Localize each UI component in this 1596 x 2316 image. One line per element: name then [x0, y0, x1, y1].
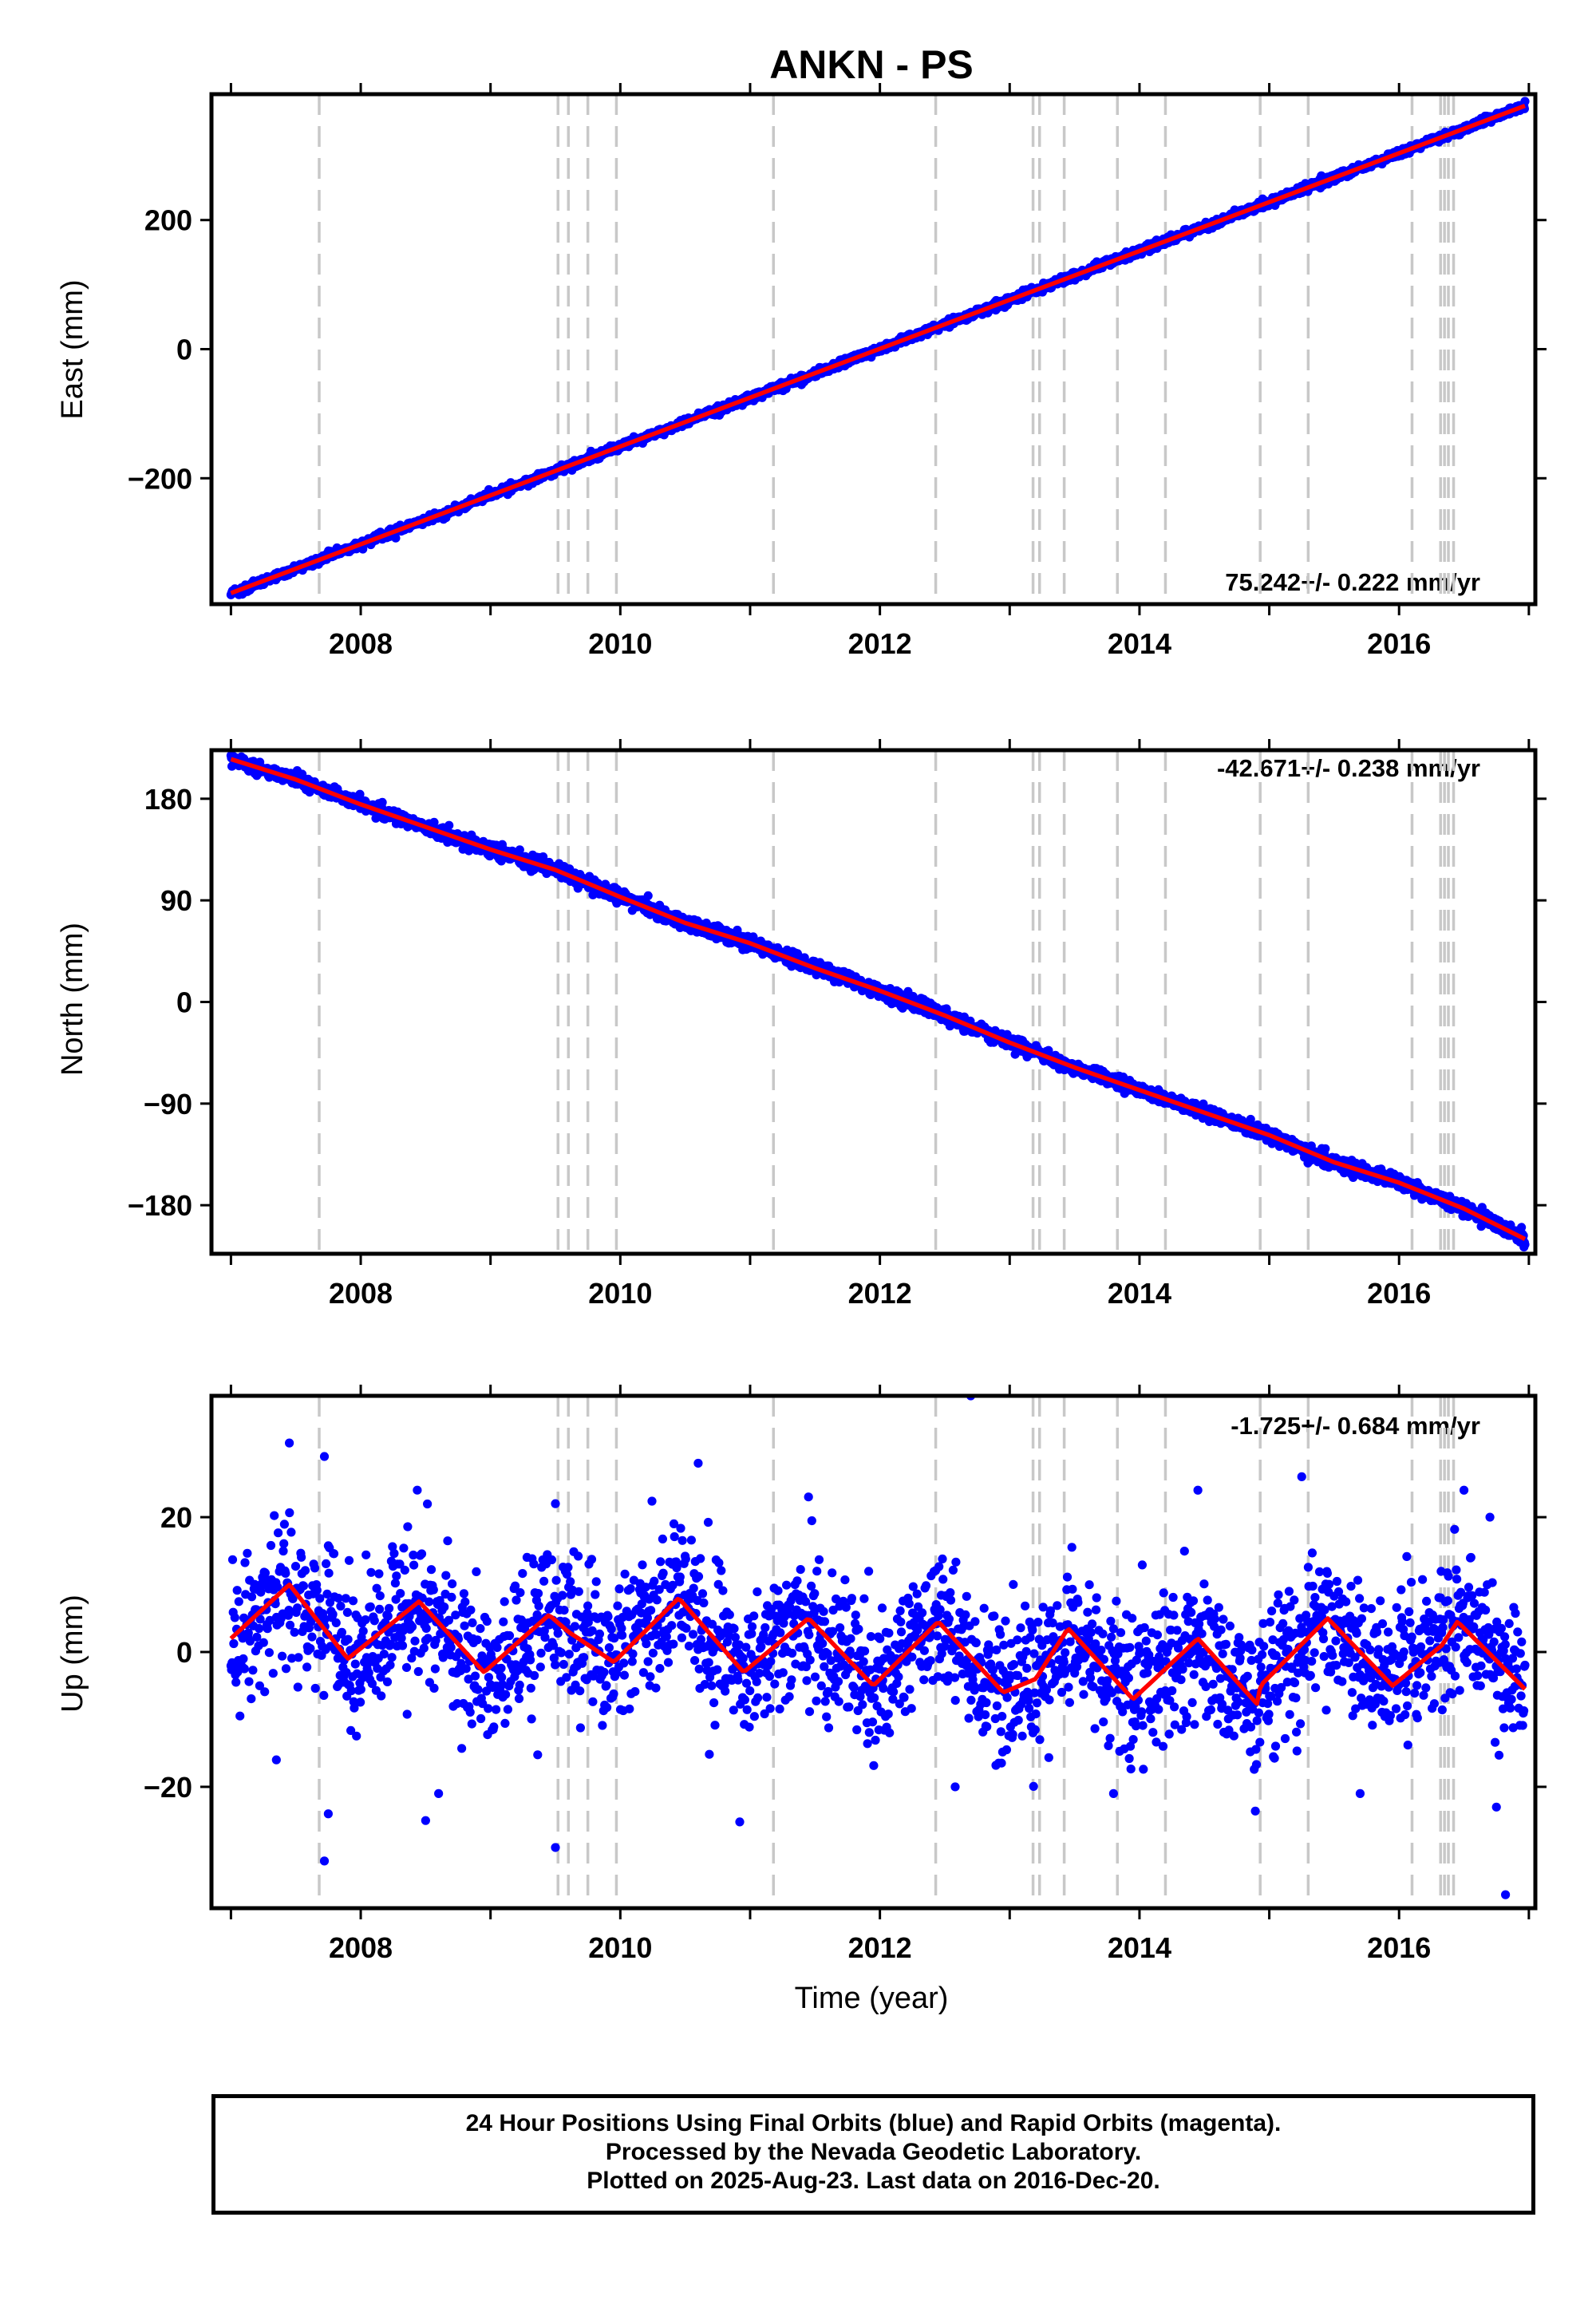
data-point: [701, 919, 711, 928]
figure-title: ANKN - PS: [769, 42, 974, 87]
x-tick-label: 2010: [588, 627, 652, 660]
x-tick-label: 2016: [1367, 627, 1431, 660]
data-point: [1520, 97, 1530, 106]
y-tick-label: −200: [128, 462, 192, 495]
y-tick-label: 0: [176, 334, 192, 366]
y-axis-label: North (mm): [56, 923, 89, 1076]
x-tick-label: 2008: [329, 627, 393, 660]
y-tick-label: 200: [144, 204, 192, 237]
east-panel: East (mm) 75.242+/- 0.222 mm/yr −200 0 200…: [56, 83, 1547, 660]
data-point: [643, 891, 653, 900]
data-point: [377, 797, 387, 808]
plot-area: [226, 94, 1530, 604]
x-tick-label: 2014: [1108, 627, 1171, 660]
data-point: [515, 845, 524, 855]
data-point: [1321, 1144, 1330, 1153]
x-tick-label: 2012: [848, 627, 912, 660]
model-line: [230, 104, 1526, 595]
data-point: [539, 852, 548, 862]
y-axis-label: East (mm): [56, 279, 89, 419]
rate-label: 75.242+/- 0.222 mm/yr: [1225, 568, 1480, 596]
north-panel: North (mm) -42.671+/- 0.238 mm/yr −180−9…: [56, 739, 1547, 1310]
plot-area: [226, 750, 1530, 1254]
data-point: [391, 533, 401, 543]
data-point: [444, 820, 454, 830]
